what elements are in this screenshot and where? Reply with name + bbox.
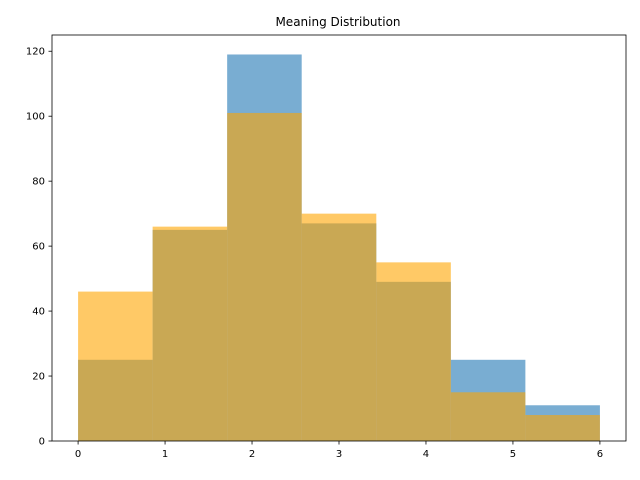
x-tick-label: 3 — [336, 449, 342, 460]
x-tick-label: 0 — [75, 449, 81, 460]
x-tick-label: 4 — [423, 449, 429, 460]
y-tick-label: 60 — [32, 242, 45, 253]
histogram-bar-series2-bin2 — [152, 226, 228, 441]
y-tick-label: 40 — [32, 307, 45, 318]
bars-layer — [78, 54, 600, 442]
y-tick-label: 20 — [32, 372, 45, 383]
histogram-bar-series2-bin7 — [525, 415, 600, 441]
x-axis-ticks: 0 1 2 3 4 5 6 — [75, 441, 603, 460]
y-tick-label: 80 — [32, 177, 45, 188]
y-tick-label: 100 — [26, 112, 45, 123]
x-tick-label: 6 — [597, 449, 603, 460]
x-tick-label: 5 — [510, 449, 516, 460]
y-tick-label: 120 — [26, 47, 45, 58]
histogram-bar-series2-bin3 — [227, 112, 302, 442]
y-axis-ticks: 0 20 40 60 80 100 120 — [26, 47, 52, 448]
histogram-bar-series2-bin5 — [376, 262, 451, 441]
x-tick-label: 2 — [249, 449, 255, 460]
histogram-bar-series2-bin4 — [301, 213, 377, 441]
chart-title: Meaning Distribution — [275, 15, 400, 29]
histogram-bar-series2-bin1 — [78, 291, 153, 441]
x-tick-label: 1 — [162, 449, 168, 460]
y-tick-label: 0 — [39, 437, 45, 448]
histogram-bar-series2-bin6 — [450, 392, 526, 441]
